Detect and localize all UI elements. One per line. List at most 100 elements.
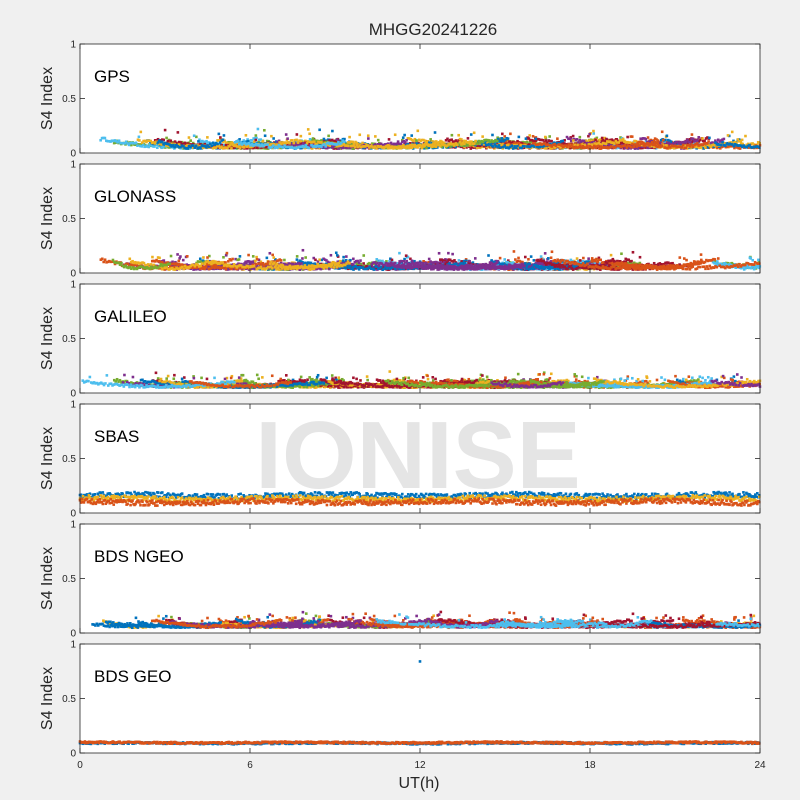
data-point xyxy=(676,140,679,144)
data-point xyxy=(520,142,524,145)
data-point xyxy=(594,138,597,142)
data-point xyxy=(504,146,508,150)
data-point xyxy=(430,140,434,143)
data-point xyxy=(444,138,448,142)
data-point xyxy=(671,142,675,145)
data-point xyxy=(667,145,671,149)
data-point xyxy=(457,139,461,142)
data-point xyxy=(631,142,634,146)
data-point xyxy=(199,142,202,146)
data-point xyxy=(474,141,478,145)
data-point xyxy=(499,141,503,145)
data-point xyxy=(139,144,142,148)
data-point xyxy=(651,140,654,144)
data-point xyxy=(153,139,157,142)
data-point xyxy=(246,139,250,143)
data-point xyxy=(671,144,675,148)
data-point xyxy=(533,140,536,143)
data-point xyxy=(516,142,519,145)
y-tick-label: 0.5 xyxy=(62,94,76,105)
data-point xyxy=(696,139,699,142)
data-point xyxy=(198,257,202,261)
data-point xyxy=(691,145,695,149)
data-point xyxy=(756,140,760,144)
data-point xyxy=(387,138,391,141)
data-point xyxy=(484,143,488,147)
data-point xyxy=(432,140,435,143)
data-point xyxy=(157,144,161,147)
data-point xyxy=(106,139,110,143)
data-point xyxy=(117,139,121,143)
data-point xyxy=(579,140,583,143)
data-point xyxy=(176,131,180,134)
data-point xyxy=(534,139,538,142)
data-point xyxy=(311,137,315,140)
data-point xyxy=(298,139,301,142)
data-point xyxy=(663,146,667,149)
data-point xyxy=(460,138,463,141)
data-point xyxy=(123,142,127,145)
data-point xyxy=(681,143,685,147)
data-point xyxy=(521,140,525,144)
data-point xyxy=(295,255,299,258)
data-point xyxy=(138,143,141,146)
data-point xyxy=(511,147,515,150)
data-point xyxy=(600,140,604,143)
data-point xyxy=(591,146,595,150)
data-point xyxy=(620,139,623,142)
data-point xyxy=(670,144,674,147)
data-point xyxy=(571,134,575,138)
data-point xyxy=(565,143,569,147)
data-point xyxy=(140,145,144,148)
data-point xyxy=(483,144,486,148)
data-point xyxy=(530,144,533,148)
data-point xyxy=(180,142,184,146)
data-point xyxy=(463,145,466,149)
data-point xyxy=(652,143,656,146)
data-point xyxy=(669,146,672,149)
data-point xyxy=(476,142,479,145)
data-point xyxy=(169,139,173,143)
data-point xyxy=(668,139,672,143)
data-point xyxy=(329,139,333,143)
data-point xyxy=(230,145,233,148)
data-point xyxy=(646,146,650,150)
data-point xyxy=(490,144,494,148)
data-point xyxy=(540,138,543,142)
data-point xyxy=(150,144,153,147)
data-point xyxy=(324,145,327,148)
data-point xyxy=(222,134,226,137)
data-point xyxy=(256,127,260,131)
data-point xyxy=(200,139,204,143)
data-point xyxy=(376,138,380,142)
data-point xyxy=(498,256,502,260)
data-point xyxy=(503,144,506,147)
data-point xyxy=(701,139,705,143)
data-point xyxy=(550,139,553,143)
data-point xyxy=(578,138,582,142)
data-point xyxy=(694,142,698,146)
data-point xyxy=(447,139,451,143)
data-point xyxy=(582,139,586,143)
data-point xyxy=(679,140,682,144)
data-point xyxy=(335,143,339,146)
data-point xyxy=(468,140,472,144)
data-point xyxy=(708,136,711,140)
data-point xyxy=(620,141,624,145)
data-point xyxy=(678,145,682,149)
data-point xyxy=(156,146,159,150)
data-point xyxy=(598,145,602,148)
data-point xyxy=(527,137,531,140)
data-point xyxy=(716,146,719,150)
data-point xyxy=(129,143,133,147)
data-point xyxy=(502,139,506,143)
data-point xyxy=(479,142,483,146)
data-point xyxy=(608,140,612,143)
data-point xyxy=(738,140,741,143)
data-point xyxy=(483,141,487,145)
data-point xyxy=(624,141,628,144)
data-point xyxy=(528,141,532,144)
data-point xyxy=(407,137,411,140)
data-point xyxy=(719,139,723,142)
data-point xyxy=(162,138,165,142)
